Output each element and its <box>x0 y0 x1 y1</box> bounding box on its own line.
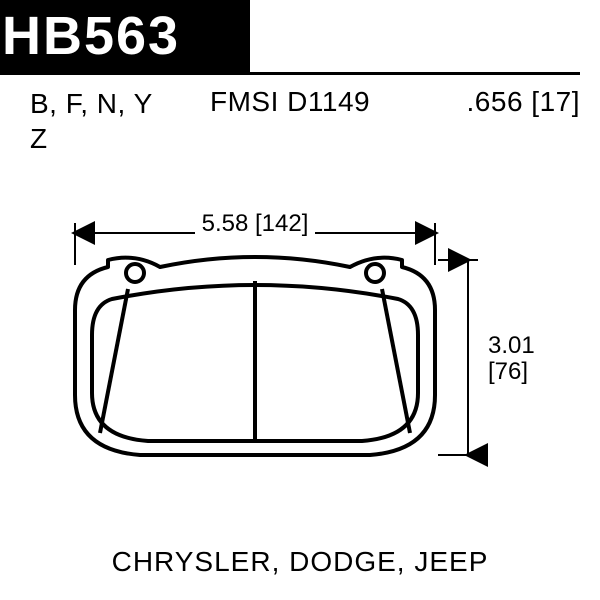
codes-line-2: Z <box>30 121 210 156</box>
pad-outline <box>75 257 435 455</box>
vehicle-brands: CHRYSLER, DODGE, JEEP <box>0 546 600 578</box>
part-number: HB563 <box>2 6 180 66</box>
width-label: 5.58 [142] <box>202 210 309 237</box>
fmsi-code: FMSI D1149 <box>210 86 440 156</box>
thickness-value: .656 [17] <box>440 86 580 156</box>
header-row: B, F, N, Y Z FMSI D1149 .656 [17] <box>30 86 580 156</box>
height-label-2: [76] <box>488 358 528 385</box>
height-label-1: 3.01 <box>488 332 535 359</box>
header-rule <box>0 72 580 75</box>
codes-line-1: B, F, N, Y <box>30 86 210 121</box>
brake-pad-drawing: 5.58 [142] 3.01 [76] <box>40 175 560 495</box>
compound-codes: B, F, N, Y Z <box>30 86 210 156</box>
height-dimension: 3.01 [76] <box>438 260 550 455</box>
part-number-banner: HB563 <box>0 0 250 72</box>
